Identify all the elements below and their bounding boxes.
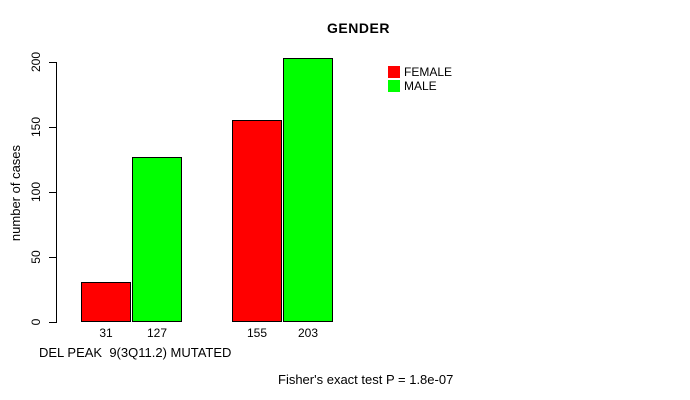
y-tick-mark (49, 257, 56, 258)
legend-entry-male: MALE (388, 79, 452, 93)
bar-value-label: 155 (246, 326, 268, 340)
y-tick-label: 100 (29, 181, 43, 203)
y-tick-label: 50 (29, 250, 43, 264)
bar-female-group-1 (81, 282, 131, 322)
female-color-swatch (388, 66, 400, 78)
y-tick-label: 200 (29, 51, 43, 73)
y-tick-mark (49, 322, 56, 323)
y-tick-mark (49, 127, 56, 128)
y-axis (56, 62, 57, 323)
footnote-pvalue: Fisher's exact test P = 1.8e-07 (278, 372, 454, 387)
chart-title: GENDER (327, 20, 390, 36)
x-axis-label: DEL PEAK 9(3Q11.2) MUTATED (39, 345, 232, 360)
legend: FEMALE MALE (388, 65, 452, 93)
bar-value-label: 203 (297, 326, 319, 340)
bar-value-label: 31 (99, 326, 113, 340)
legend-label-male: MALE (404, 79, 437, 93)
bar-male-group-1 (132, 157, 182, 322)
legend-label-female: FEMALE (404, 65, 453, 79)
male-color-swatch (388, 80, 400, 92)
y-tick-mark (49, 62, 56, 63)
y-axis-label: number of cases (8, 144, 23, 242)
bar-male-group-2 (283, 58, 333, 322)
bar-female-group-2 (232, 120, 282, 322)
legend-entry-female: FEMALE (388, 65, 452, 79)
y-tick-mark (49, 192, 56, 193)
bar-value-label: 127 (146, 326, 168, 340)
y-tick-label: 0 (29, 318, 43, 326)
y-tick-label: 150 (29, 116, 43, 138)
